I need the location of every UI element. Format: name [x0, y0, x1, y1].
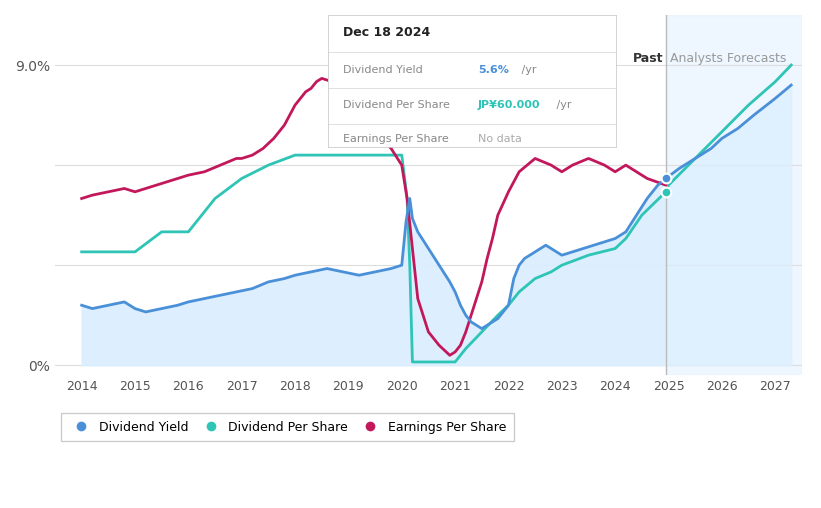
Text: Dec 18 2024: Dec 18 2024: [343, 26, 430, 39]
Bar: [666, 15, 802, 375]
Text: Earnings Per Share: Earnings Per Share: [343, 134, 448, 144]
Text: No data: No data: [478, 134, 521, 144]
Text: Dividend Yield: Dividend Yield: [343, 66, 423, 75]
Text: 5.6%: 5.6%: [478, 66, 509, 75]
Text: /yr: /yr: [518, 66, 537, 75]
Text: Analysts Forecasts: Analysts Forecasts: [670, 52, 787, 65]
Text: JP¥60.000: JP¥60.000: [478, 100, 540, 110]
Text: /yr: /yr: [553, 100, 571, 110]
Text: Dividend Per Share: Dividend Per Share: [343, 100, 450, 110]
Text: Past: Past: [633, 52, 663, 65]
Legend: Dividend Yield, Dividend Per Share, Earnings Per Share: Dividend Yield, Dividend Per Share, Earn…: [62, 413, 514, 441]
